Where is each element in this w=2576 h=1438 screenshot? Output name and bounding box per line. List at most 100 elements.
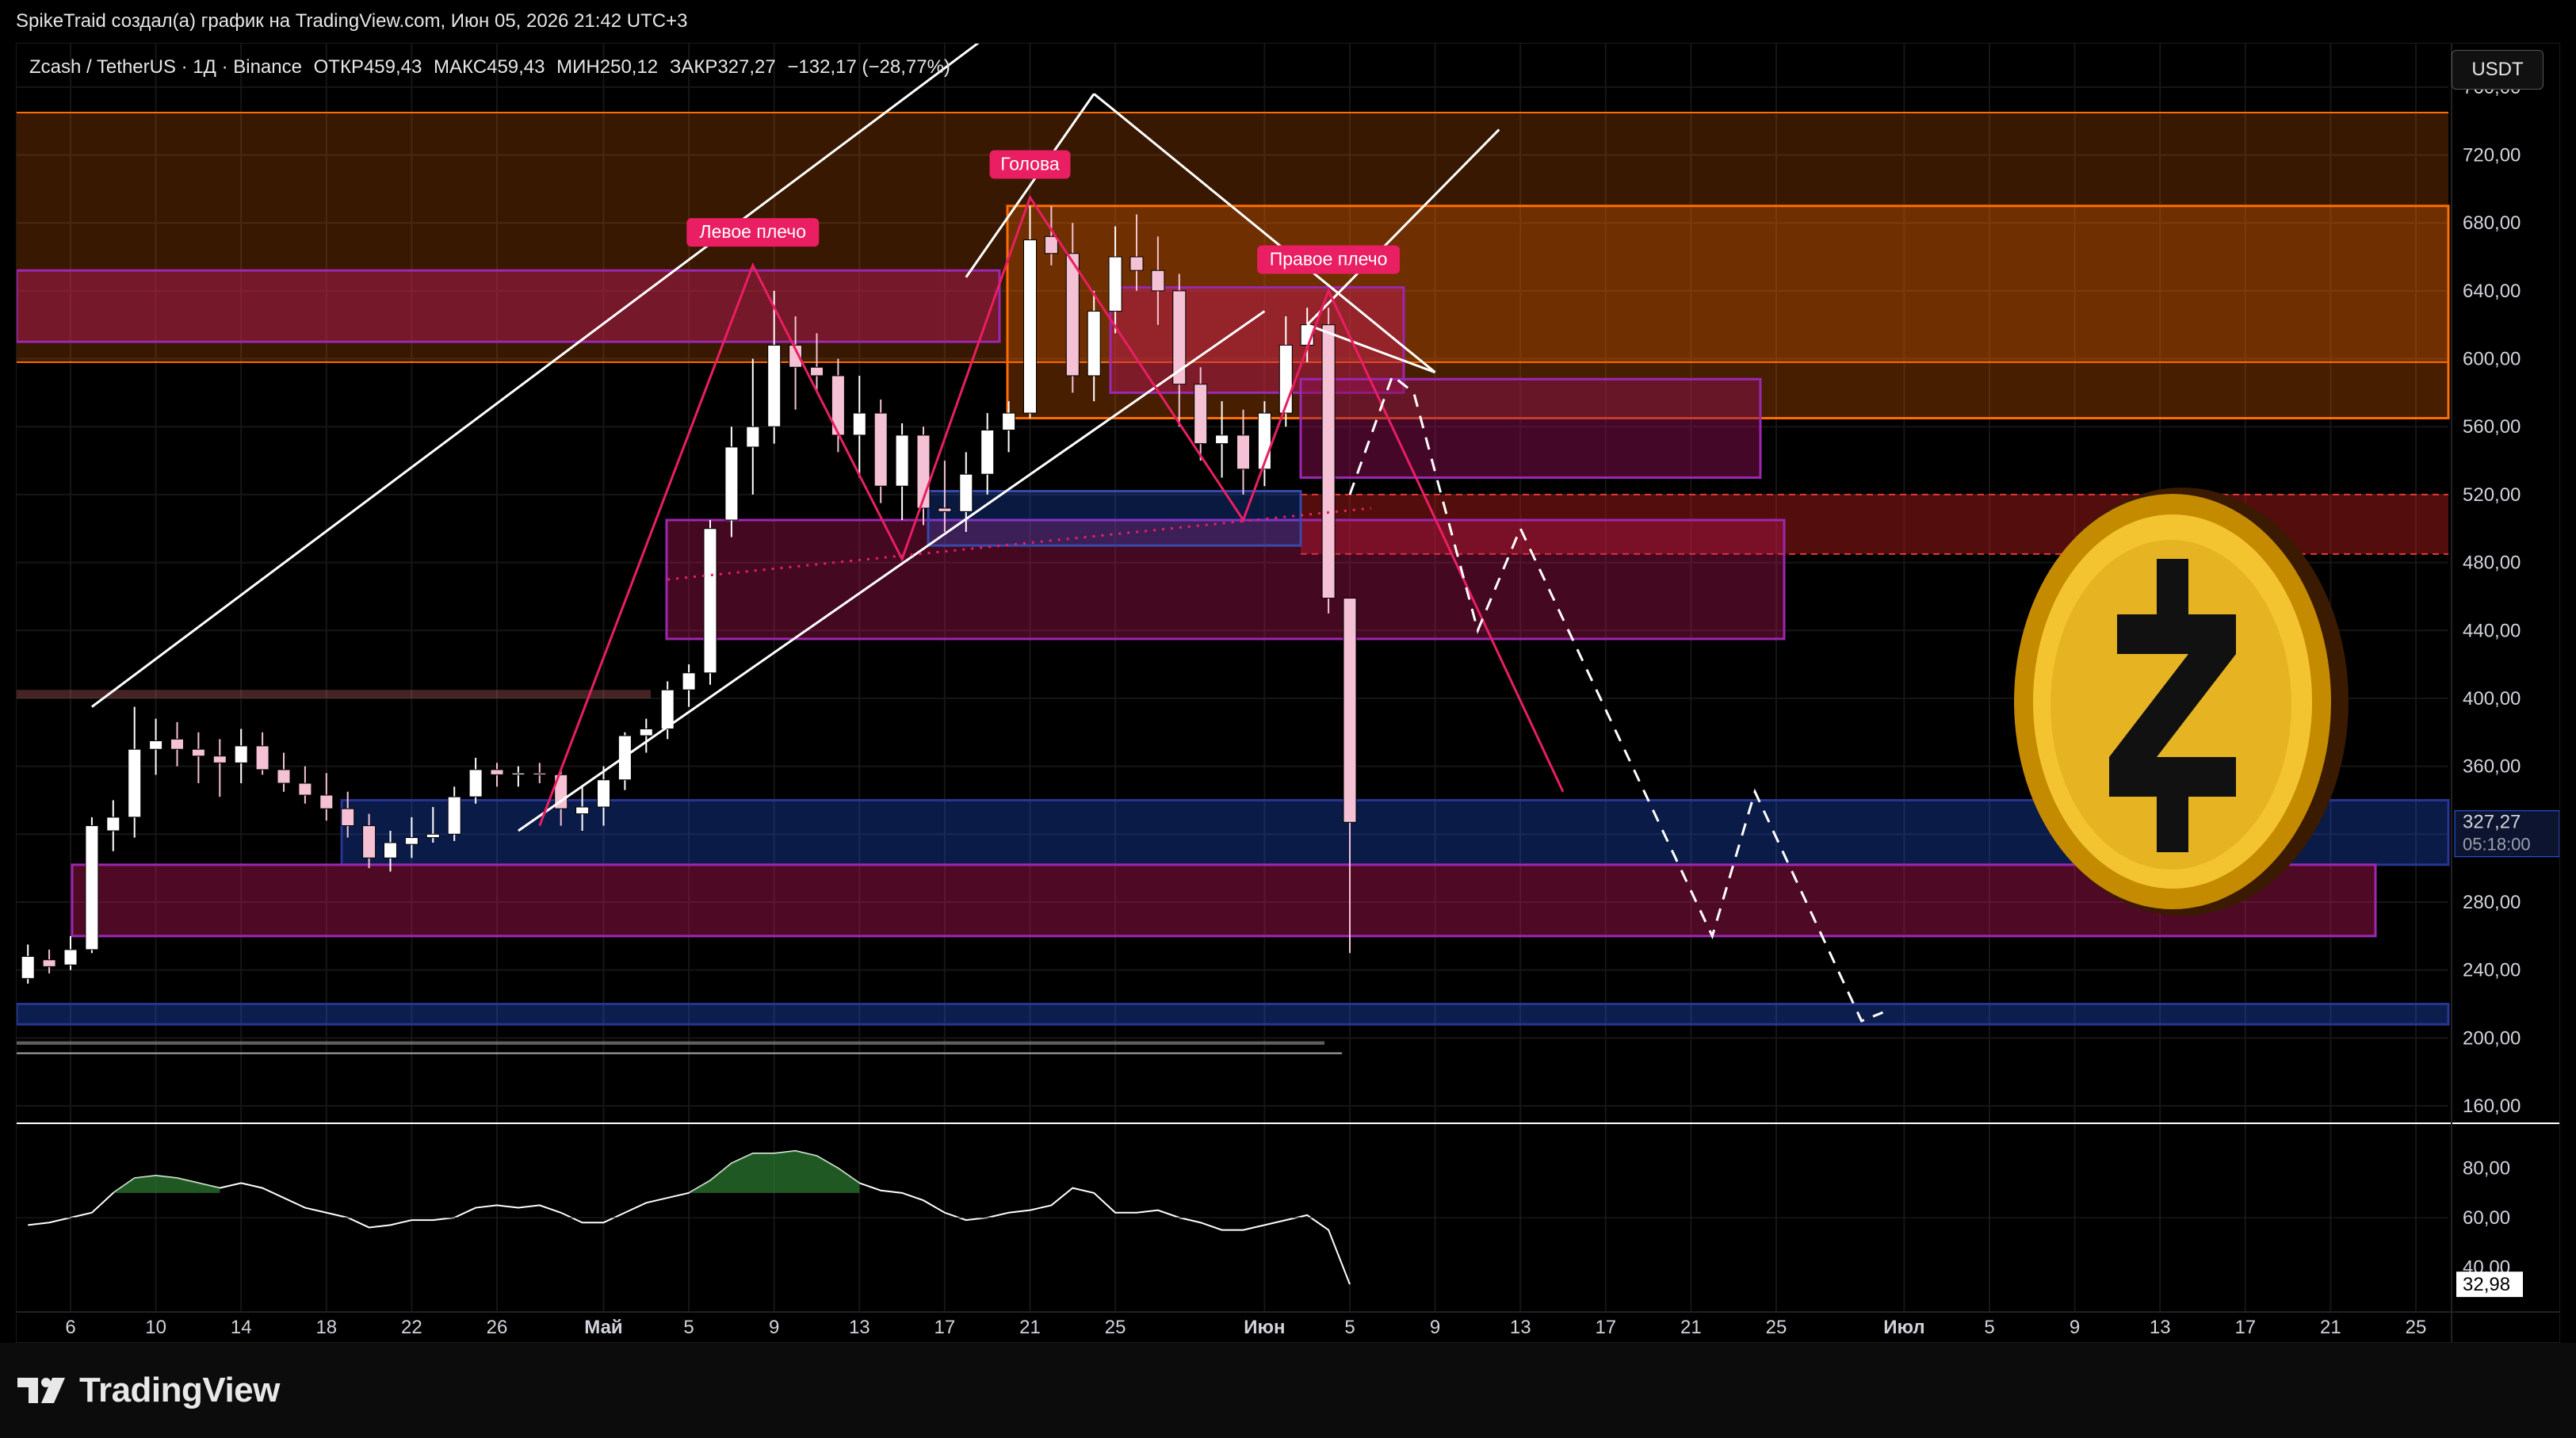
price-tick: 640,00 [2463, 281, 2521, 302]
attribution-text: SpikeTraid создал(а) график на TradingVi… [16, 10, 688, 32]
candle-body [511, 772, 526, 775]
candle-body [1343, 598, 1357, 823]
ohlc-close: ЗАКР327,27 [669, 56, 776, 78]
candle-body [21, 956, 35, 979]
head-label-bg [989, 150, 1071, 179]
candle-body [959, 473, 973, 512]
candle-body [149, 740, 163, 750]
zcash-logo-icon [2109, 559, 2236, 852]
candle-body [1194, 384, 1208, 445]
resistance-box-mid [1109, 286, 1405, 394]
wedge-line-a [965, 93, 1095, 278]
candle-body [852, 412, 866, 436]
osc-current-label: 32,98 [2463, 1274, 2510, 1295]
candle-body [639, 728, 653, 736]
candle-body [1023, 239, 1037, 414]
attribution-bar: SpikeTraid создал(а) график на TradingVi… [0, 0, 2576, 43]
candle-body [980, 430, 995, 475]
hline-a [17, 1041, 1324, 1045]
price-tick: 400,00 [2463, 688, 2521, 709]
candle-body [810, 366, 824, 377]
candle-body [426, 833, 440, 839]
candle-body [277, 769, 291, 784]
ohlc-open: ОТКР459,43 [313, 56, 422, 78]
time-tick: 14 [231, 1317, 252, 1338]
candle-body [1236, 434, 1250, 470]
time-tick: 17 [1595, 1317, 1616, 1338]
head-label: Голова [1000, 154, 1060, 174]
candle-body [404, 837, 419, 845]
price-change: −132,17 (−28,77%) [787, 56, 950, 78]
price-tick: 160,00 [2463, 1096, 2521, 1117]
price-tick: 600,00 [2463, 349, 2521, 370]
time-tick: 22 [401, 1317, 422, 1338]
resistance-box-right [1299, 377, 1762, 479]
current-price-tag [2454, 810, 2559, 858]
time-tick: 13 [849, 1317, 870, 1338]
candle-body [746, 426, 760, 448]
candle-body [255, 745, 269, 771]
head-shoulders-pattern [538, 194, 1565, 827]
symbol-name[interactable]: Zcash / TetherUS · 1Д · Binance [29, 56, 302, 78]
osc-tick: 60,00 [2463, 1207, 2510, 1229]
candle-body [298, 782, 312, 796]
candle-body [191, 748, 205, 757]
time-tick: 21 [1680, 1317, 1702, 1338]
candle-body [533, 772, 547, 775]
time-tick: 25 [2406, 1317, 2427, 1338]
tradingview-logo[interactable]: TradingView [17, 1367, 280, 1414]
candle-body [341, 808, 355, 827]
left-shoulder-label-bg [686, 218, 820, 247]
time-tick: 26 [487, 1317, 508, 1338]
candle-body [724, 446, 739, 521]
mini-zone-a [17, 690, 651, 698]
candle-body [106, 817, 120, 832]
time-tick: 17 [2234, 1317, 2256, 1338]
candle-body [938, 507, 952, 512]
demand-zone-low [17, 1002, 2450, 1026]
candle-body [1151, 270, 1165, 292]
price-tick: 240,00 [2463, 960, 2521, 981]
time-tick: 6 [65, 1317, 75, 1338]
currency-selector[interactable]: USDT [2452, 50, 2544, 90]
candle-body [1215, 434, 1229, 445]
tradingview-logo-icon [17, 1378, 65, 1403]
time-tick: Июл [1883, 1317, 1924, 1338]
price-tick: 720,00 [2463, 145, 2521, 166]
price-tick: 680,00 [2463, 212, 2521, 234]
tradingview-brand: TradingView [79, 1371, 280, 1409]
wedge-line-b [1093, 93, 1436, 373]
wedge-line-c [1306, 323, 1436, 374]
time-tick: 17 [934, 1317, 956, 1338]
osc-tick: 80,00 [2463, 1158, 2510, 1180]
candle-body [873, 412, 888, 487]
ohlc-high: МАКС459,43 [434, 56, 545, 78]
osc-current-tag [2456, 1272, 2523, 1298]
time-tick: 21 [2320, 1317, 2341, 1338]
candle-body [660, 689, 675, 729]
overbought-fill [689, 1150, 860, 1193]
blue-zone-mid [927, 490, 1302, 547]
channel-lower-line [518, 310, 1266, 832]
footer: TradingView [0, 1343, 2576, 1438]
time-tick: 5 [1984, 1317, 1994, 1338]
support-box-mid [665, 518, 1786, 641]
price-tick: 200,00 [2463, 1027, 2521, 1049]
ohlc-low: МИН250,12 [556, 56, 659, 78]
time-tick: 9 [1430, 1317, 1440, 1338]
time-tick: 9 [2070, 1317, 2080, 1338]
candle-body [1172, 290, 1187, 385]
candle-body [42, 959, 56, 967]
projection-path [1348, 373, 1884, 1023]
time-tick: 13 [1510, 1317, 1531, 1338]
candle-body [1065, 253, 1080, 377]
candle-body [384, 842, 397, 859]
support-box-lower [71, 863, 2377, 938]
time-tick: 18 [315, 1317, 337, 1338]
channel-upper-line [91, 44, 980, 708]
candle-body [767, 344, 782, 427]
candle-body [1044, 235, 1058, 254]
candle-body [490, 769, 504, 775]
